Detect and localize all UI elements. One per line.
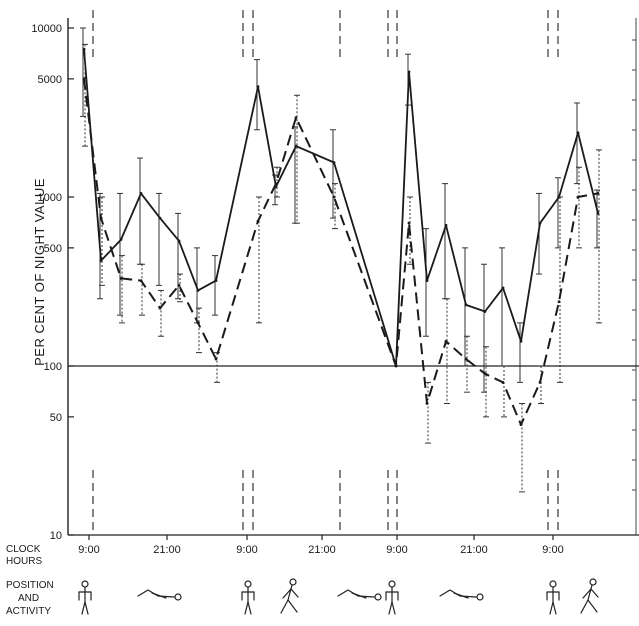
data-point	[464, 303, 468, 307]
data-point	[158, 216, 162, 220]
y-tick-label: 10000	[31, 23, 62, 35]
walking-figure-icon	[580, 578, 599, 614]
data-point	[294, 144, 298, 148]
series-layer	[80, 27, 602, 493]
y-tick-label: 10	[50, 530, 62, 542]
data-point	[519, 339, 523, 343]
series-line-dashed	[83, 78, 599, 426]
x-tick-label: 9:00	[236, 544, 257, 556]
x-tick-label: 21:00	[308, 544, 336, 556]
y-tick-label: 50	[50, 412, 62, 424]
activity-marker-lines	[92, 10, 559, 535]
data-point	[407, 70, 411, 74]
data-point	[119, 238, 123, 241]
data-point	[332, 195, 336, 199]
y-tick-label: 1000	[38, 192, 62, 204]
data-point	[119, 276, 123, 280]
lying-figure-icon	[439, 589, 484, 601]
standing-figure-icon	[241, 580, 255, 615]
walking-figure-icon	[280, 578, 299, 614]
data-point	[407, 221, 411, 225]
data-point	[596, 192, 600, 195]
x-tick-label: 21:00	[460, 544, 488, 556]
data-point	[256, 85, 260, 89]
data-point	[177, 239, 181, 243]
data-point	[82, 77, 86, 81]
data-point	[425, 279, 429, 283]
data-point	[444, 223, 448, 227]
data-point	[177, 283, 181, 287]
y-tick-label: 500	[44, 243, 62, 255]
data-point	[99, 216, 103, 220]
clock-label-line-2: HOURS	[6, 556, 42, 567]
y-axis-title: PER CENT OF NIGHT VALUE	[32, 178, 47, 366]
data-point	[196, 289, 200, 292]
activity-figures	[78, 578, 599, 615]
data-point	[274, 182, 278, 186]
lying-figure-icon	[137, 589, 182, 601]
data-point	[294, 116, 298, 120]
data-point	[444, 339, 448, 343]
standing-figure-icon	[385, 580, 399, 615]
series-dashed	[82, 43, 602, 493]
x-tick-label: 9:00	[386, 544, 407, 556]
standing-figure-icon	[78, 580, 92, 615]
x-tick-label: 21:00	[153, 544, 181, 556]
data-point	[483, 372, 487, 376]
series-solid	[80, 27, 600, 393]
data-point	[394, 364, 398, 368]
data-point	[501, 286, 505, 290]
data-point	[576, 195, 580, 199]
data-point	[332, 161, 336, 164]
data-point	[214, 357, 218, 361]
x-tick-label: 9:00	[78, 544, 99, 556]
data-point	[538, 221, 542, 225]
data-point	[483, 310, 487, 313]
position-label-line-2: AND	[18, 593, 39, 604]
series-line-solid	[83, 49, 599, 367]
data-point	[557, 300, 561, 304]
position-label-line-3: ACTIVITY	[6, 606, 51, 617]
data-point	[158, 306, 162, 310]
data-point	[256, 219, 260, 223]
lying-figure-icon	[337, 589, 382, 601]
position-activity-label: POSITION AND ACTIVITY	[6, 580, 54, 617]
data-point	[576, 131, 580, 135]
data-point	[196, 321, 200, 325]
x-ticks: 9:00 21:00 9:00 21:00 9:00 21:00 9:00	[78, 535, 564, 556]
data-point	[519, 423, 523, 427]
data-point	[464, 357, 468, 361]
x-tick-label: 9:00	[542, 544, 563, 556]
data-point	[214, 279, 218, 283]
y-tick-label: 5000	[38, 74, 62, 86]
clock-hours-label: CLOCK HOURS	[6, 544, 42, 567]
data-point	[501, 380, 505, 384]
y-tick-label: 100	[44, 361, 62, 373]
data-point	[425, 402, 429, 405]
position-label-line-1: POSITION	[6, 580, 54, 591]
clock-label-line-1: CLOCK	[6, 544, 41, 555]
data-point	[139, 279, 143, 283]
y-ticks: 10 50 100 500 1000 5000 10000	[31, 23, 636, 542]
data-point	[139, 192, 143, 195]
standing-figure-icon	[546, 580, 560, 615]
axes	[67, 18, 639, 536]
data-point	[538, 380, 542, 384]
